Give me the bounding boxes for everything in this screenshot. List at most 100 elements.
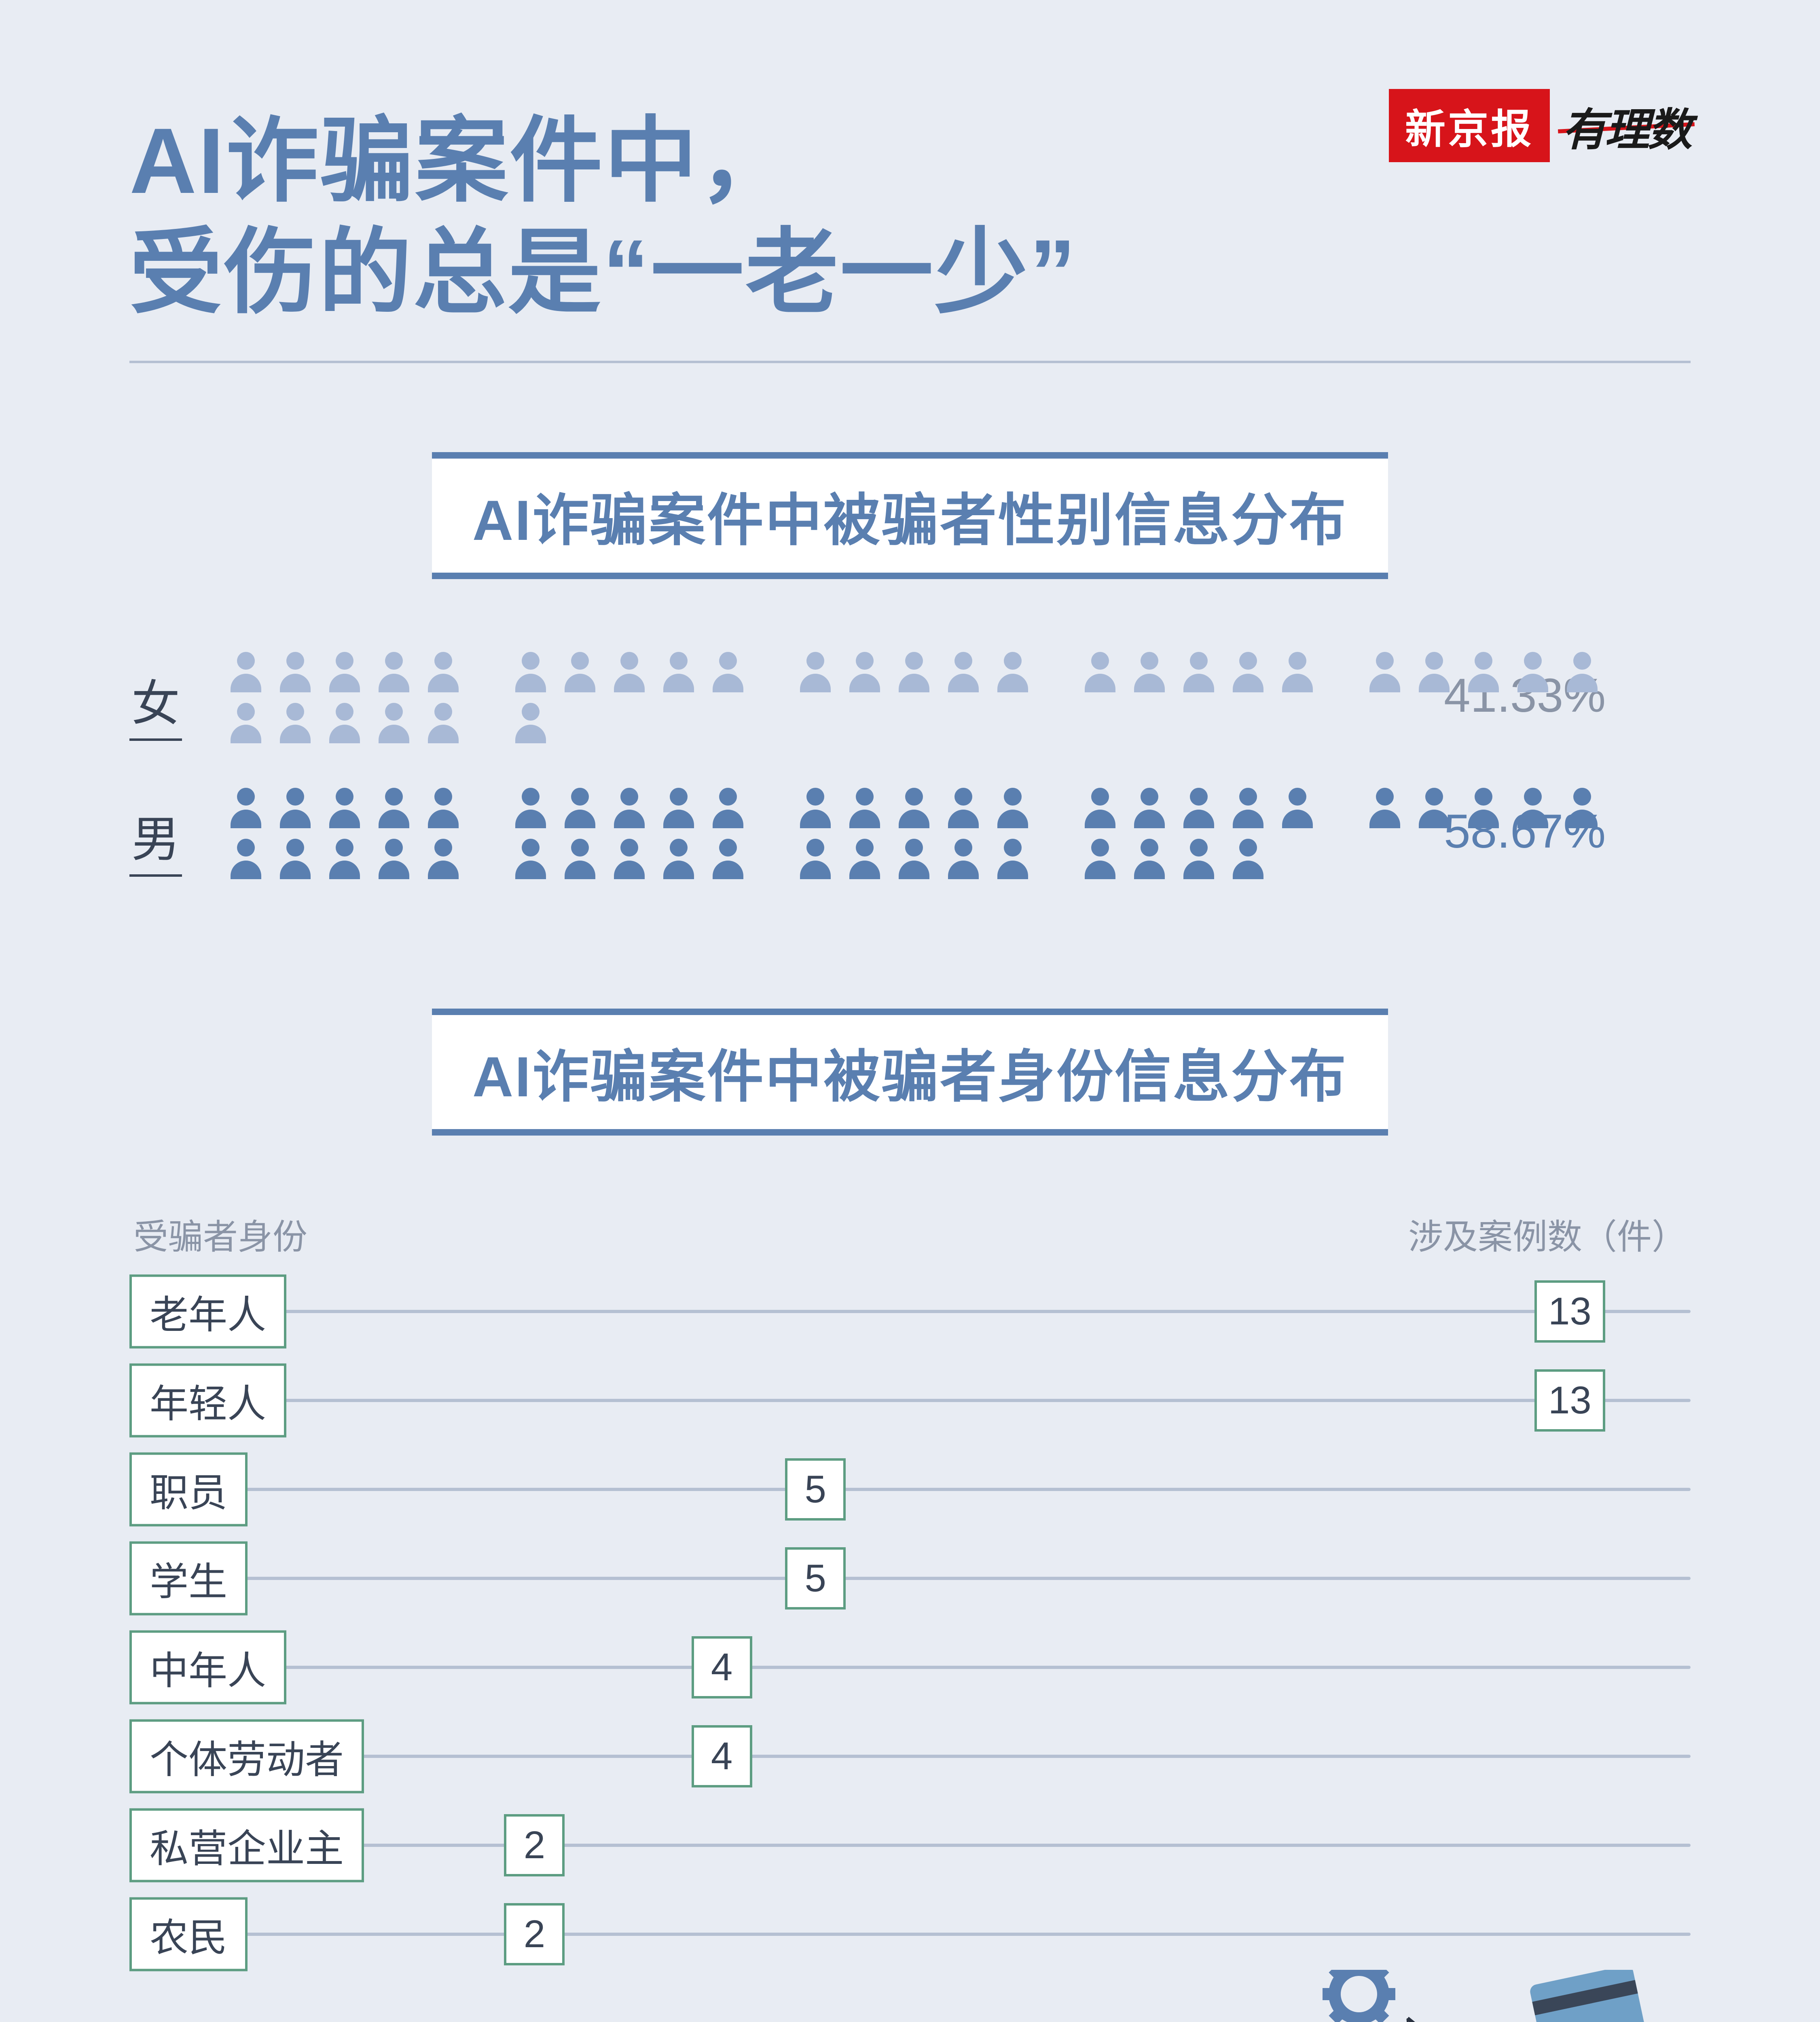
person-icon [329, 839, 360, 879]
identity-row-value: 4 [692, 1725, 752, 1787]
person-icon [1282, 788, 1313, 828]
identity-row-value: 5 [785, 1547, 846, 1610]
pictograph-group [515, 788, 743, 828]
person-icon [713, 788, 743, 828]
pictograph-group [515, 703, 546, 743]
pictograph-grid-wrap: 41.33% [231, 652, 1691, 743]
identity-row-line [129, 1933, 1691, 1936]
person-icon [948, 839, 979, 879]
pictograph-group [231, 839, 459, 879]
person-icon [614, 788, 645, 828]
infographic-page: 新京报 有理数 AI诈骗案件中， 受伤的总是“一老一少” AI诈骗案件中被骗者性… [0, 0, 1820, 2022]
person-icon [1233, 652, 1263, 692]
identity-row: 中年人4 [129, 1635, 1691, 1700]
section-title-identity: AI诈骗案件中被骗者身份信息分布 [432, 1009, 1388, 1136]
identity-row-label: 私营企业主 [129, 1808, 364, 1882]
pictograph-grid [231, 788, 1403, 879]
brand-logo-row: 新京报 有理数 [1389, 89, 1691, 162]
person-icon [948, 652, 979, 692]
person-icon [565, 839, 595, 879]
identity-chart-header: 受骗者身份 涉及案例数（件） [129, 1208, 1691, 1259]
person-icon [1567, 652, 1598, 692]
pictograph-grid [231, 652, 1403, 743]
person-icon [663, 788, 694, 828]
person-icon [800, 839, 831, 879]
fraud-illustration-icon: ! [1149, 1970, 1674, 2022]
pictograph-group [515, 652, 743, 692]
person-icon [849, 839, 880, 879]
person-icon [1134, 788, 1165, 828]
person-icon [231, 703, 261, 743]
person-icon [800, 788, 831, 828]
person-icon [1183, 652, 1214, 692]
pictograph-group [800, 788, 1028, 828]
identity-row-value: 2 [504, 1903, 565, 1965]
identity-row-line [129, 1666, 1691, 1669]
person-icon [663, 839, 694, 879]
person-icon [997, 839, 1028, 879]
person-icon [280, 839, 311, 879]
identity-row: 老年人13 [129, 1279, 1691, 1344]
person-icon [428, 839, 459, 879]
identity-row-label: 年轻人 [129, 1364, 286, 1438]
person-icon [280, 703, 311, 743]
pictograph-group [231, 703, 459, 743]
identity-row: 年轻人13 [129, 1368, 1691, 1433]
pictograph-label: 男 [129, 800, 182, 877]
person-icon [614, 839, 645, 879]
pictograph-group [1085, 652, 1313, 692]
person-icon [1517, 788, 1548, 828]
identity-row-label: 老年人 [129, 1275, 286, 1349]
person-icon [1369, 652, 1400, 692]
person-icon [280, 788, 311, 828]
person-icon [614, 652, 645, 692]
person-icon [515, 788, 546, 828]
brand-logo-script: 有理数 [1562, 93, 1691, 158]
headline-line-2: 受伤的总是“一老一少” [129, 217, 1691, 328]
identity-row-label: 个体劳动者 [129, 1720, 364, 1794]
person-icon [800, 652, 831, 692]
person-icon [329, 788, 360, 828]
person-icon [1134, 839, 1165, 879]
identity-row-value: 5 [785, 1458, 846, 1521]
person-icon [1085, 652, 1115, 692]
person-icon [899, 652, 929, 692]
pictograph-group [231, 652, 459, 692]
pictograph-grid-wrap: 58.67% [231, 788, 1691, 879]
person-icon [1085, 839, 1115, 879]
person-icon [1419, 652, 1450, 692]
person-icon [899, 839, 929, 879]
identity-row-line [129, 1577, 1691, 1580]
person-icon [1369, 788, 1400, 828]
person-icon [1468, 788, 1499, 828]
identity-row-line [129, 1310, 1691, 1313]
identity-row-value: 13 [1534, 1369, 1605, 1432]
person-icon [329, 703, 360, 743]
identity-row-label: 学生 [129, 1542, 248, 1616]
identity-row: 私营企业主2 [129, 1813, 1691, 1878]
person-icon [1233, 839, 1263, 879]
divider-rule [129, 361, 1691, 363]
person-icon [428, 788, 459, 828]
person-icon [948, 788, 979, 828]
identity-row-line [129, 1488, 1691, 1491]
person-icon [1282, 652, 1313, 692]
person-icon [280, 652, 311, 692]
pictograph-row: 男 58.67% [129, 788, 1691, 879]
person-icon [515, 839, 546, 879]
identity-row: 学生5 [129, 1546, 1691, 1611]
person-icon [565, 788, 595, 828]
person-icon [1419, 788, 1450, 828]
identity-row-line [129, 1399, 1691, 1402]
brand-logo-red: 新京报 [1389, 89, 1550, 162]
person-icon [1134, 652, 1165, 692]
identity-row-value: 4 [692, 1636, 752, 1698]
identity-row-label: 农民 [129, 1897, 248, 1971]
pictograph-row: 女41.33% [129, 652, 1691, 743]
identity-left-header: 受骗者身份 [133, 1208, 307, 1259]
person-icon [565, 652, 595, 692]
section-title-gender: AI诈骗案件中被骗者性别信息分布 [432, 452, 1388, 579]
identity-row: 个体劳动者4 [129, 1724, 1691, 1789]
person-icon [713, 839, 743, 879]
person-icon [1183, 788, 1214, 828]
